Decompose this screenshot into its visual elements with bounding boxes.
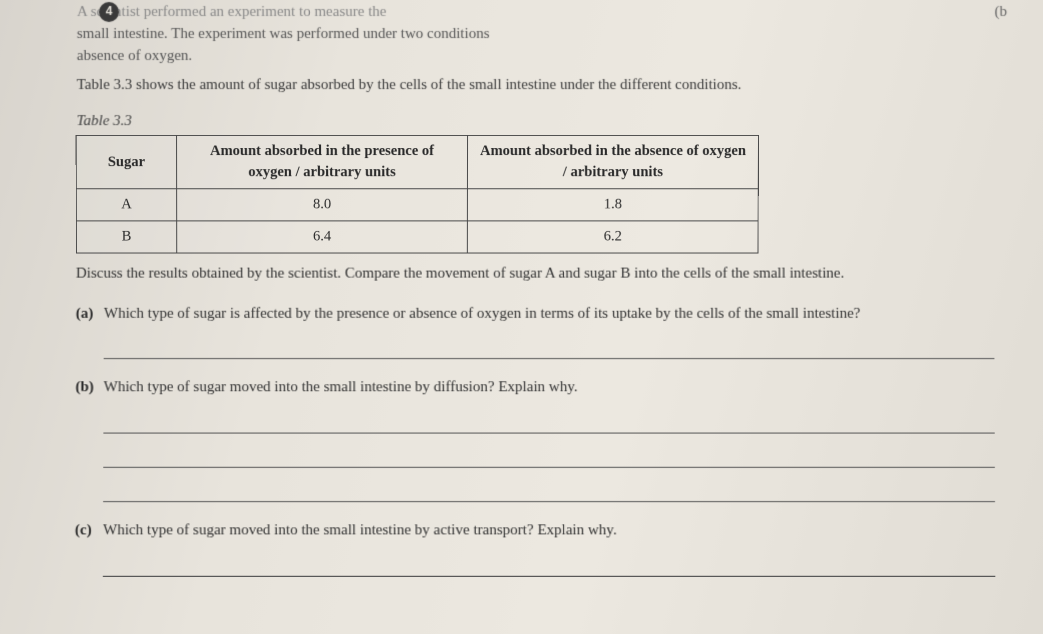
table-description: Table 3.3 shows the amount of sugar abso… [77,75,1014,97]
cell-absence: 6.2 [467,221,758,253]
table-label: Table 3.3 [76,111,1013,133]
subq-text-c: Which type of sugar moved into the small… [103,520,1015,542]
table-row: B 6.4 6.2 [76,221,758,253]
header-presence: Amount absorbed in the presence of oxyge… [177,135,468,188]
subquestion-a: (a) Which type of sugar is affected by t… [76,303,1015,325]
cell-sugar: B [76,221,176,253]
cell-presence: 6.4 [177,221,468,253]
cell-absence: 1.8 [467,189,758,221]
table-row: A 8.0 1.8 [76,189,758,221]
subq-label-a: (a) [76,303,94,325]
subquestion-b: (b) Which type of sugar moved into the s… [75,377,1014,399]
answer-line [103,548,995,576]
intro-line2: small intestine. The experiment was perf… [77,26,490,42]
edge-cut-mark: (b [995,2,1008,24]
subq-text-a: Which type of sugar is affected by the p… [104,303,1015,325]
page-content: 4 (b A scientist performed an experiment… [53,0,1016,577]
subq-text-b: Which type of sugar moved into the small… [104,377,1015,399]
discuss-paragraph: Discuss the results obtained by the scie… [76,263,1014,285]
subquestion-c: (c) Which type of sugar moved into the s… [75,520,1015,542]
answer-line [103,405,994,433]
cell-sugar: A [76,189,176,221]
data-table: Sugar Amount absorbed in the presence of… [76,135,759,254]
subq-label-c: (c) [75,520,92,542]
intro-line3: absence of oxygen. [77,48,192,64]
answer-line [104,331,995,359]
header-absence: Amount absorbed in the absence of oxygen… [467,135,758,188]
answer-line [103,440,995,468]
intro-line1-faded: A scientist performed an experiment to m… [77,4,387,20]
table-header-row: Sugar Amount absorbed in the presence of… [76,135,758,188]
header-sugar: Sugar [76,135,176,188]
answer-line [103,474,995,502]
intro-paragraph: A scientist performed an experiment to m… [77,0,1014,67]
cell-presence: 8.0 [177,189,468,221]
question-number-badge: 4 [99,2,119,22]
subq-label-b: (b) [75,377,93,399]
